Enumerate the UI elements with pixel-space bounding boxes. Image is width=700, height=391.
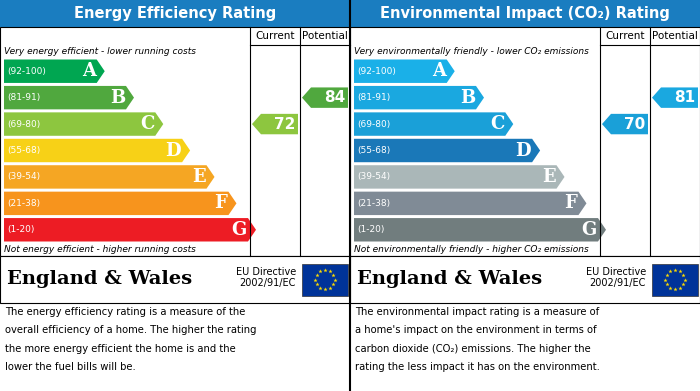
Polygon shape xyxy=(354,192,587,215)
Text: (81-91): (81-91) xyxy=(357,93,391,102)
Bar xyxy=(652,264,698,296)
Text: A: A xyxy=(432,62,446,80)
Text: (92-100): (92-100) xyxy=(357,67,396,76)
Text: A: A xyxy=(82,62,96,80)
Text: (21-38): (21-38) xyxy=(7,199,40,208)
Polygon shape xyxy=(4,192,237,215)
Polygon shape xyxy=(302,88,348,108)
Polygon shape xyxy=(354,139,540,162)
Text: 81: 81 xyxy=(674,90,695,105)
Text: Potential: Potential xyxy=(302,31,348,41)
Text: 70: 70 xyxy=(624,117,645,131)
Bar xyxy=(0,27,350,256)
Text: carbon dioxide (CO₂) emissions. The higher the: carbon dioxide (CO₂) emissions. The high… xyxy=(355,344,591,354)
Text: (69-80): (69-80) xyxy=(7,120,41,129)
Text: Current: Current xyxy=(256,31,295,41)
Text: Very environmentally friendly - lower CO₂ emissions: Very environmentally friendly - lower CO… xyxy=(354,47,589,56)
Bar xyxy=(0,256,350,303)
Text: The environmental impact rating is a measure of: The environmental impact rating is a mea… xyxy=(355,307,599,317)
Polygon shape xyxy=(602,114,648,134)
Bar xyxy=(350,256,700,303)
Polygon shape xyxy=(354,86,484,109)
Polygon shape xyxy=(4,59,105,83)
Text: Not environmentally friendly - higher CO₂ emissions: Not environmentally friendly - higher CO… xyxy=(354,245,589,254)
Text: F: F xyxy=(565,194,578,212)
Text: (92-100): (92-100) xyxy=(7,67,46,76)
Text: overall efficiency of a home. The higher the rating: overall efficiency of a home. The higher… xyxy=(5,325,256,335)
Text: (39-54): (39-54) xyxy=(7,172,40,181)
Text: C: C xyxy=(140,115,154,133)
Text: Potential: Potential xyxy=(652,31,698,41)
Polygon shape xyxy=(4,112,163,136)
Text: B: B xyxy=(110,89,125,107)
Polygon shape xyxy=(354,112,513,136)
Polygon shape xyxy=(4,165,214,188)
Polygon shape xyxy=(4,86,134,109)
Text: The energy efficiency rating is a measure of the: The energy efficiency rating is a measur… xyxy=(5,307,246,317)
Text: Very energy efficient - lower running costs: Very energy efficient - lower running co… xyxy=(4,47,196,56)
Text: C: C xyxy=(490,115,504,133)
Text: EU Directive
2002/91/EC: EU Directive 2002/91/EC xyxy=(236,267,296,288)
Text: (55-68): (55-68) xyxy=(357,146,391,155)
Text: Current: Current xyxy=(606,31,645,41)
Polygon shape xyxy=(354,165,564,188)
Bar xyxy=(350,27,700,256)
Text: E: E xyxy=(542,168,556,186)
Polygon shape xyxy=(4,139,190,162)
Text: Energy Efficiency Rating: Energy Efficiency Rating xyxy=(74,6,276,21)
Text: (81-91): (81-91) xyxy=(7,93,41,102)
Text: a home's impact on the environment in terms of: a home's impact on the environment in te… xyxy=(355,325,596,335)
Text: (1-20): (1-20) xyxy=(7,225,34,234)
Text: (55-68): (55-68) xyxy=(7,146,41,155)
Text: 84: 84 xyxy=(324,90,345,105)
Text: (69-80): (69-80) xyxy=(357,120,391,129)
Text: G: G xyxy=(582,221,597,239)
Text: the more energy efficient the home is and the: the more energy efficient the home is an… xyxy=(5,344,236,354)
Bar xyxy=(350,0,700,27)
Text: E: E xyxy=(192,168,206,186)
Text: D: D xyxy=(515,142,531,160)
Text: Environmental Impact (CO₂) Rating: Environmental Impact (CO₂) Rating xyxy=(380,6,670,21)
Polygon shape xyxy=(4,218,256,242)
Text: (39-54): (39-54) xyxy=(357,172,390,181)
Text: rating the less impact it has on the environment.: rating the less impact it has on the env… xyxy=(355,362,600,372)
Text: B: B xyxy=(460,89,475,107)
Bar xyxy=(0,0,350,27)
Polygon shape xyxy=(354,218,606,242)
Polygon shape xyxy=(652,88,698,108)
Text: 72: 72 xyxy=(274,117,295,131)
Text: G: G xyxy=(232,221,247,239)
Text: Not energy efficient - higher running costs: Not energy efficient - higher running co… xyxy=(4,245,196,254)
Text: EU Directive
2002/91/EC: EU Directive 2002/91/EC xyxy=(586,267,646,288)
Text: F: F xyxy=(215,194,228,212)
Text: lower the fuel bills will be.: lower the fuel bills will be. xyxy=(5,362,136,372)
Bar xyxy=(302,264,348,296)
Text: England & Wales: England & Wales xyxy=(357,271,542,289)
Text: England & Wales: England & Wales xyxy=(7,271,192,289)
Text: (21-38): (21-38) xyxy=(357,199,390,208)
Polygon shape xyxy=(252,114,298,134)
Text: (1-20): (1-20) xyxy=(357,225,384,234)
Text: D: D xyxy=(165,142,181,160)
Polygon shape xyxy=(354,59,455,83)
